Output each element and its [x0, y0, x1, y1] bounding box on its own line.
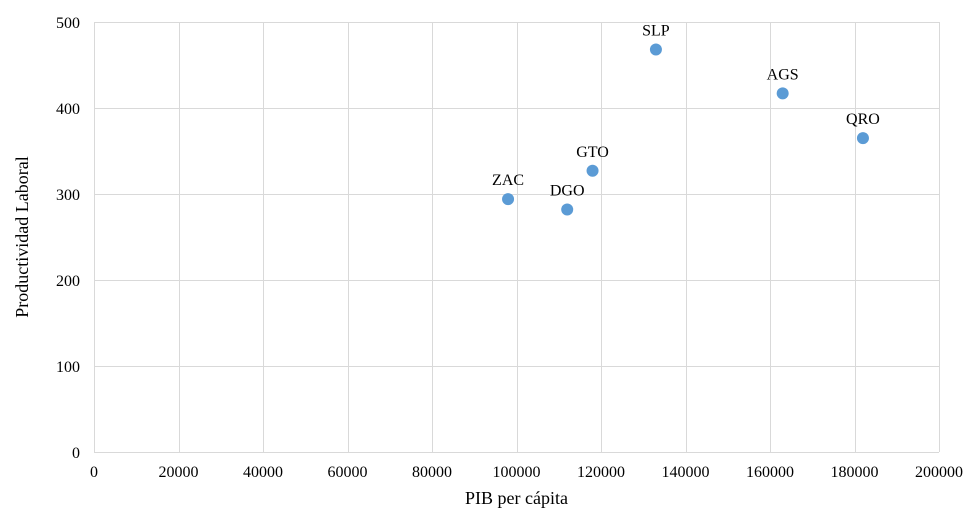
data-point — [502, 193, 515, 206]
x-axis-title: PIB per cápita — [465, 488, 568, 508]
y-tick-label: 400 — [56, 101, 80, 118]
data-point — [776, 87, 789, 100]
y-tick-label: 500 — [56, 15, 80, 32]
x-tick-label: 160000 — [746, 464, 794, 481]
data-point — [561, 203, 574, 216]
data-label: DGO — [550, 182, 585, 199]
x-tick-label: 140000 — [662, 464, 710, 481]
y-tick-label: 100 — [56, 359, 80, 376]
data-point — [649, 43, 662, 56]
y-axis-title: Productividad Laboral — [12, 156, 32, 317]
data-label: QRO — [846, 111, 880, 128]
y-tick-label: 0 — [72, 445, 80, 462]
y-tick-label: 200 — [56, 273, 80, 290]
data-label: ZAC — [492, 172, 524, 189]
y-tick-labels: 0 100 200 300 400 500 — [56, 15, 80, 462]
point-labels: SLP AGS QRO GTO ZAC DGO — [492, 23, 880, 200]
x-tick-label: 60000 — [328, 464, 368, 481]
data-label: SLP — [642, 23, 670, 40]
x-tick-label: 180000 — [831, 464, 879, 481]
x-tick-labels: 0 20000 40000 60000 80000 100000 120000 140000 1… — [90, 464, 963, 481]
x-tick-label: 200000 — [915, 464, 963, 481]
x-tick-label: 80000 — [412, 464, 452, 481]
y-tick-label: 300 — [56, 187, 80, 204]
x-tick-label: 100000 — [493, 464, 541, 481]
data-point — [586, 164, 599, 177]
data-point — [856, 132, 869, 145]
x-tick-label: 120000 — [577, 464, 625, 481]
x-tick-label: 40000 — [243, 464, 283, 481]
x-tick-label: 0 — [90, 464, 98, 481]
data-label: GTO — [576, 144, 609, 161]
grid-layer — [94, 22, 940, 453]
data-label: AGS — [767, 66, 799, 83]
x-tick-label: 20000 — [159, 464, 199, 481]
data-points — [502, 43, 869, 216]
